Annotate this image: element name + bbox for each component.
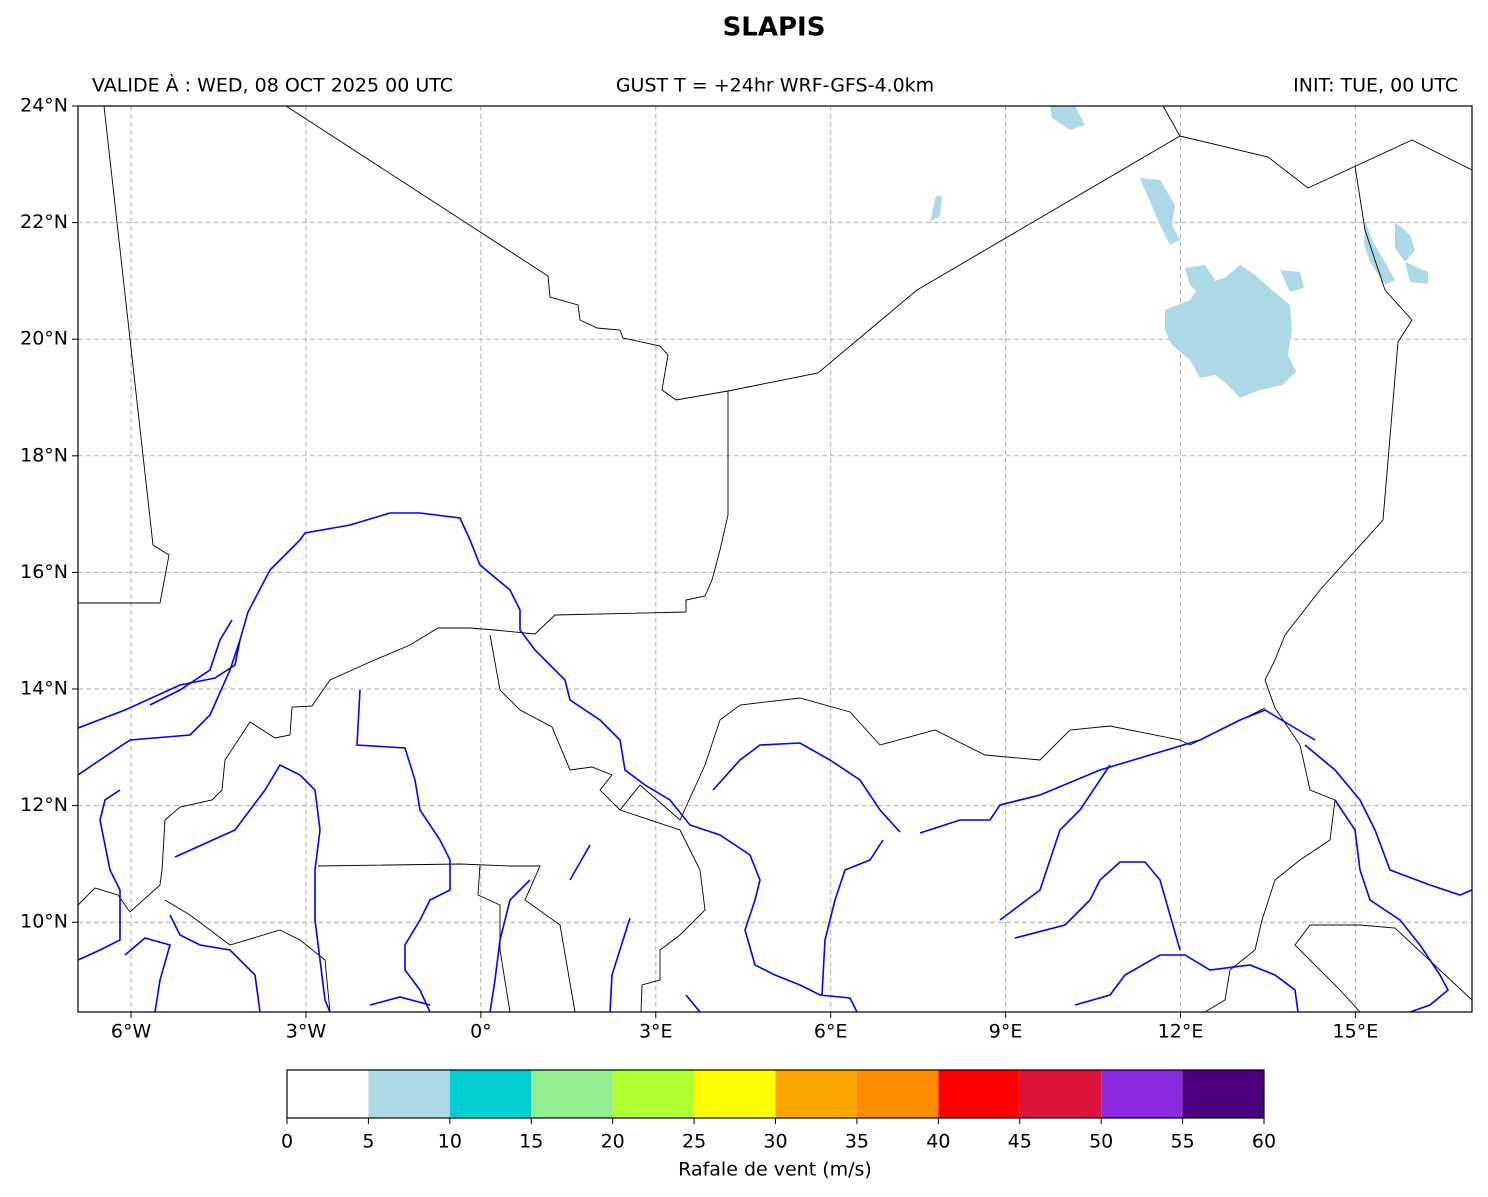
lon-tick-label: 0° — [470, 1021, 492, 1043]
river — [174, 763, 331, 1012]
map-frame — [77, 105, 1473, 1013]
river — [609, 917, 631, 1012]
colorbar-segment — [938, 1070, 1020, 1118]
border — [1204, 165, 1413, 1012]
colorbar-segment — [856, 1070, 939, 1118]
colorbar-tick-label: 55 — [1170, 1131, 1194, 1153]
lat-tick-label: 24°N — [20, 95, 68, 117]
colorbar-tick-label: 10 — [438, 1131, 462, 1153]
border — [285, 106, 1472, 401]
colorbar-segment — [612, 1070, 695, 1118]
colorbar-tick-label: 50 — [1089, 1131, 1113, 1153]
colorbar-tick-label: 0 — [281, 1131, 293, 1153]
title: SLAPIS — [723, 13, 826, 43]
border — [1294, 924, 1472, 1001]
rivers — [78, 512, 1472, 1012]
gust-field — [930, 106, 1428, 398]
lat-tick-label: 20°N — [20, 328, 68, 350]
lat-tick-label: 16°N — [20, 561, 68, 583]
river — [356, 689, 451, 1012]
colorbar-tick-label: 25 — [682, 1131, 706, 1153]
river — [369, 996, 431, 1006]
colorbar-segment — [1019, 1070, 1102, 1118]
gust-area — [1364, 220, 1395, 285]
init-time: INIT: TUE, 00 UTC — [1293, 75, 1458, 97]
colorbar-tick-label: 30 — [763, 1131, 787, 1153]
colorbar-segment — [368, 1070, 450, 1118]
river — [685, 994, 701, 1012]
river — [821, 839, 884, 996]
colorbar-tick-label: 35 — [845, 1131, 869, 1153]
border — [477, 864, 511, 1012]
river — [1304, 744, 1472, 896]
colorbar-segment — [694, 1070, 776, 1118]
lon-tick-label: 6°E — [814, 1021, 848, 1043]
lon-tick-label: 9°E — [989, 1021, 1023, 1043]
lon-tick-label: 6°W — [111, 1021, 152, 1043]
colorbar-tick-label: 20 — [601, 1131, 625, 1153]
river — [78, 639, 241, 776]
lat-tick-label: 12°N — [20, 794, 68, 816]
colorbar-tick-label: 15 — [519, 1131, 543, 1153]
border — [1294, 944, 1361, 1012]
colorbar-segment — [775, 1070, 857, 1118]
lat-tick-label: 14°N — [20, 678, 68, 700]
river — [569, 844, 591, 881]
river — [149, 619, 233, 706]
gust-area — [1140, 178, 1180, 245]
gust-area — [1395, 222, 1415, 262]
colorbar-segment — [287, 1070, 369, 1118]
lon-tick-label: 3°E — [639, 1021, 673, 1043]
river — [78, 789, 121, 961]
lon-tick-label: 12°E — [1158, 1021, 1204, 1043]
colorbar-tick-label: 60 — [1252, 1131, 1276, 1153]
gust-area — [930, 196, 942, 222]
river — [1014, 861, 1181, 951]
lon-tick-label: 3°W — [286, 1021, 327, 1043]
border — [1162, 106, 1181, 137]
colorbar-segment — [1182, 1070, 1264, 1118]
river — [124, 937, 171, 1012]
gust-area — [1165, 265, 1296, 398]
border — [489, 634, 1266, 821]
lat-tick-label: 22°N — [20, 211, 68, 233]
lon-tick-label: 15°E — [1333, 1021, 1379, 1043]
border — [78, 391, 729, 913]
river — [169, 914, 261, 1012]
grid — [78, 105, 1472, 1012]
river — [999, 764, 1111, 921]
river — [1074, 954, 1299, 1012]
colorbar-segment — [531, 1070, 613, 1118]
border — [619, 809, 706, 1012]
colorbar-tick-label: 5 — [362, 1131, 374, 1153]
river — [489, 879, 531, 1012]
lat-tick-label: 10°N — [20, 911, 68, 933]
colorbar: 0 5 10 15 20 25 30 35 40 45 50 55 60 — [281, 1069, 1276, 1153]
river — [712, 742, 901, 833]
colorbar-segment — [449, 1070, 532, 1118]
river — [919, 709, 1316, 834]
valid-time: VALIDE À : WED, 08 OCT 2025 00 UTC — [92, 74, 453, 97]
lat-tick-label: 18°N — [20, 444, 68, 466]
colorbar-tick-label: 45 — [1008, 1131, 1032, 1153]
run-info: GUST T = +24hr WRF-GFS-4.0km — [616, 75, 934, 97]
map-layers — [78, 106, 1472, 1012]
river — [1334, 799, 1450, 1012]
gust-area — [1405, 262, 1428, 284]
borders — [78, 106, 1472, 1012]
river — [78, 512, 858, 1012]
colorbar-label: Rafale de vent (m/s) — [678, 1159, 872, 1181]
border — [317, 863, 576, 1012]
colorbar-tick-label: 40 — [926, 1131, 950, 1153]
colorbar-segment — [1101, 1070, 1183, 1118]
border — [78, 106, 170, 604]
border — [164, 899, 331, 1012]
gust-area — [1280, 270, 1304, 292]
gust-area — [1050, 106, 1085, 130]
gust-area — [1185, 265, 1215, 295]
